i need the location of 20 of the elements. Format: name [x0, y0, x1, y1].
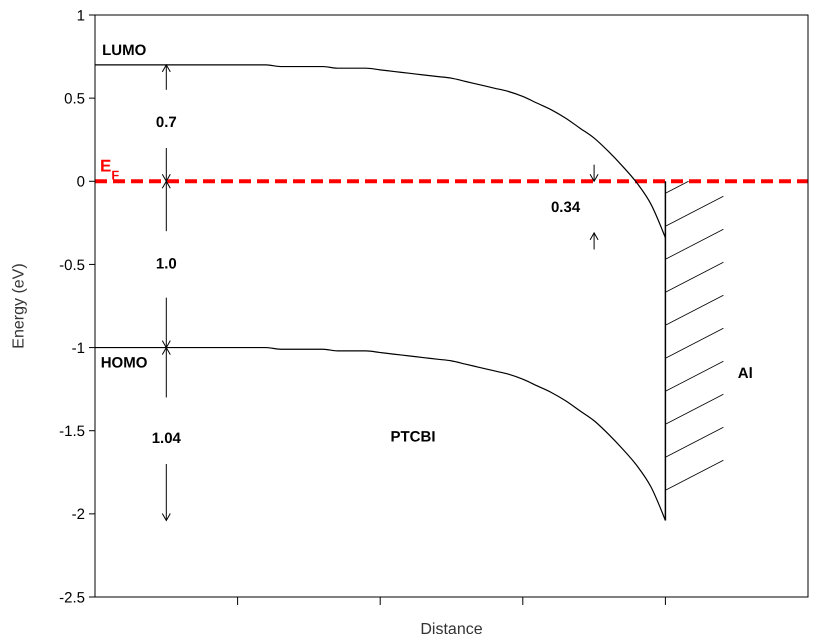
y-tick-label: -2.5 — [59, 589, 85, 606]
y-tick-label: -1 — [72, 340, 85, 357]
annotation: 1.0 — [156, 255, 177, 272]
y-tick-label: 0.5 — [64, 90, 85, 108]
y-axis-title: Energy (eV) — [10, 263, 28, 349]
x-axis-title: Distance — [420, 621, 483, 634]
y-tick-label: -1.5 — [59, 423, 85, 440]
y-tick-label: -2 — [72, 506, 85, 524]
y-tick-label: 0 — [76, 174, 85, 191]
ref-line-label: E$_{F}$ — [100, 156, 120, 182]
line-series — [95, 64, 666, 238]
series-label: HOMO — [100, 354, 148, 372]
y-tick-label: 1 — [76, 7, 85, 24]
annotation: Al — [738, 365, 753, 382]
annotation: 1.04 — [152, 430, 182, 447]
y-tick-label: -0.5 — [59, 256, 85, 274]
series-label: LUMO — [102, 42, 147, 59]
annotation: 0.7 — [156, 114, 177, 132]
annotation: 0.34 — [550, 198, 581, 216]
annotation: PTCBI — [390, 428, 436, 446]
